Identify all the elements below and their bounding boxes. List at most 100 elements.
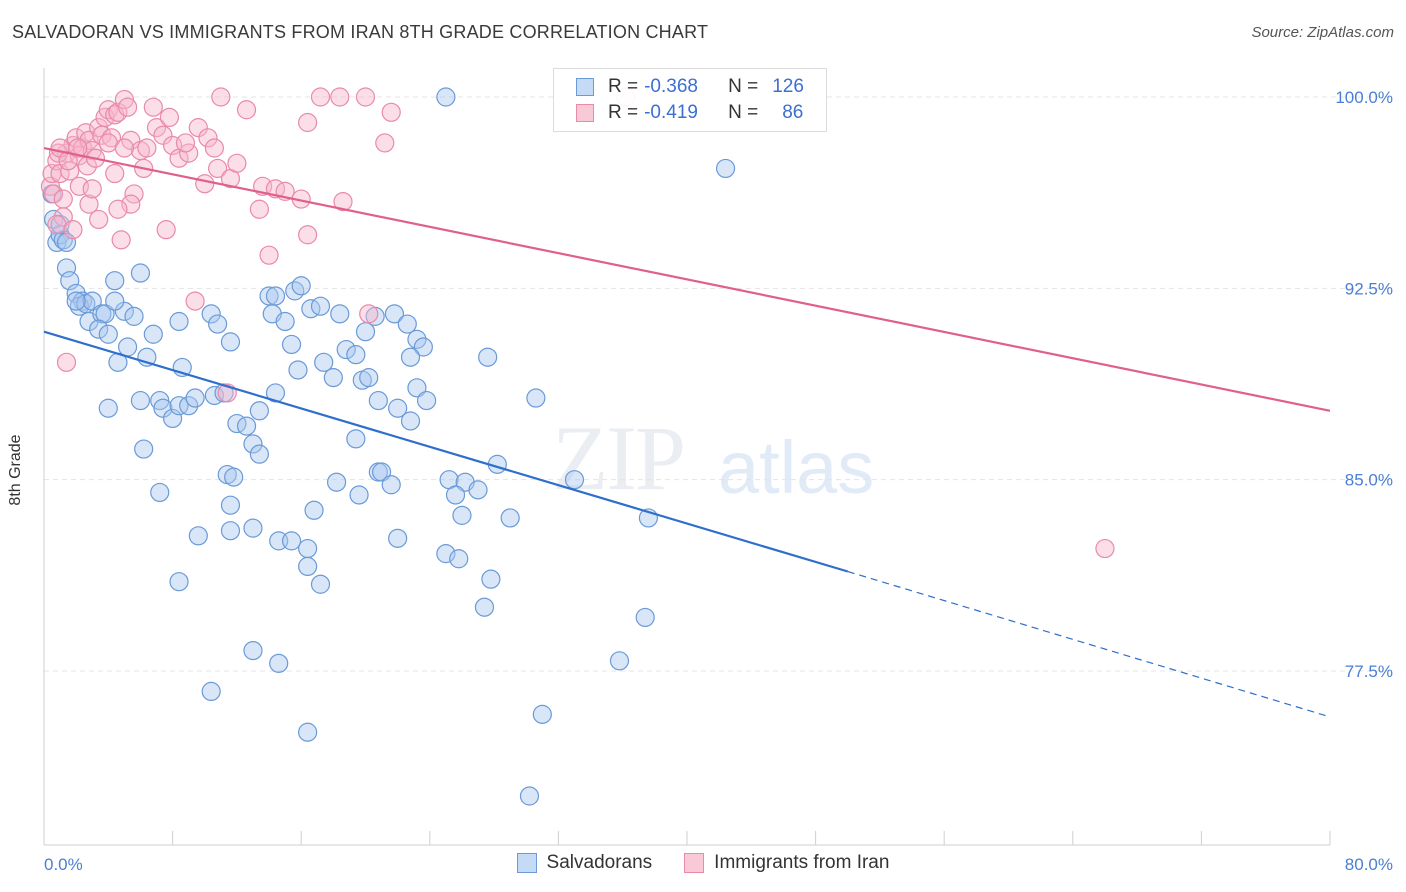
data-point-salvadorans — [188, 526, 208, 546]
data-point-iran — [53, 207, 73, 227]
data-point-salvadorans — [179, 396, 199, 416]
legend-r-value: -0.368 — [644, 76, 698, 97]
trend-line-salvadorans-extension — [847, 570, 1331, 718]
data-point-salvadorans — [56, 258, 77, 278]
data-point-salvadorans — [220, 521, 241, 541]
data-point-salvadorans — [281, 531, 302, 551]
legend-swatch-pink — [684, 853, 705, 873]
data-point-iran — [188, 118, 208, 138]
data-point-iran — [137, 138, 157, 158]
data-point-salvadorans — [474, 597, 495, 617]
data-point-salvadorans — [481, 569, 501, 589]
data-point-salvadorans — [519, 786, 540, 806]
legend-n-value: 86 — [782, 102, 804, 123]
tick-labels: 100.0% 92.5% 85.0% 77.5% 0.0% 80.0% — [44, 88, 1393, 874]
data-point-salvadorans — [349, 485, 369, 505]
data-point-iran — [146, 118, 167, 138]
data-point-iran — [79, 194, 99, 214]
data-point-salvadorans — [208, 314, 228, 334]
data-point-iran — [211, 87, 231, 107]
data-point-iran — [60, 161, 80, 181]
data-point-salvadorans — [355, 322, 376, 342]
data-point-salvadorans — [314, 352, 334, 372]
data-point-iran — [44, 184, 64, 204]
data-point-iran — [63, 220, 83, 240]
data-point-salvadorans — [400, 347, 421, 367]
data-point-iran — [58, 151, 78, 171]
x-tick-label: 80.0% — [1345, 855, 1393, 874]
data-point-iran — [195, 174, 215, 194]
data-point-salvadorans — [143, 324, 163, 344]
series-salvadorans-points — [42, 87, 736, 806]
data-point-salvadorans — [407, 329, 427, 349]
data-point-salvadorans — [468, 480, 488, 500]
data-point-iran — [108, 199, 128, 219]
data-point-salvadorans — [134, 439, 154, 459]
data-point-salvadorans — [265, 286, 286, 306]
data-point-salvadorans — [169, 396, 189, 416]
data-point-salvadorans — [249, 444, 270, 464]
legend-item-iran: Immigrants from Iran — [684, 852, 889, 874]
data-point-salvadorans — [323, 368, 343, 388]
grid-lines — [44, 96, 1392, 672]
data-point-salvadorans — [346, 345, 366, 365]
data-point-iran — [121, 130, 141, 150]
data-point-salvadorans — [105, 271, 125, 291]
data-point-salvadorans — [715, 158, 736, 179]
data-point-salvadorans — [130, 263, 151, 283]
data-point-salvadorans — [291, 276, 311, 296]
data-point-iran — [236, 100, 257, 120]
data-point-iran — [98, 133, 118, 153]
trend-line-iran — [43, 146, 1331, 412]
data-point-iran — [68, 138, 88, 158]
data-point-salvadorans — [478, 347, 498, 367]
data-point-salvadorans — [269, 653, 289, 673]
data-point-salvadorans — [445, 485, 466, 505]
data-point-salvadorans — [407, 378, 427, 398]
data-point-salvadorans — [201, 681, 221, 702]
data-point-iran — [249, 199, 270, 219]
data-point-iran — [117, 97, 138, 117]
data-point-salvadorans — [609, 651, 630, 671]
data-point-salvadorans — [346, 429, 366, 449]
data-point-salvadorans — [388, 528, 408, 548]
data-point-salvadorans — [336, 339, 356, 360]
data-point-salvadorans — [243, 434, 263, 454]
series-iran-points — [40, 87, 1115, 559]
legend-row-iran: R = -0.419 N = 86 — [554, 100, 803, 126]
series-legend: Salvadorans Immigrants from Iran — [0, 852, 1406, 874]
data-point-salvadorans — [416, 390, 437, 411]
data-point-salvadorans — [635, 607, 655, 628]
legend-item-salvadorans: Salvadorans — [516, 852, 652, 874]
data-point-salvadorans — [72, 291, 93, 311]
data-point-iran — [204, 138, 224, 158]
data-point-salvadorans — [388, 398, 408, 418]
data-point-salvadorans — [449, 549, 469, 569]
data-point-salvadorans — [98, 324, 118, 344]
data-point-salvadorans — [310, 574, 331, 594]
data-point-salvadorans — [436, 87, 456, 107]
x-tick-label: 0.0% — [44, 855, 83, 874]
data-point-salvadorans — [82, 291, 102, 311]
data-point-salvadorans — [117, 337, 138, 357]
legend-n-value: 126 — [772, 76, 804, 97]
data-point-salvadorans — [298, 722, 318, 742]
data-point-iran — [198, 128, 218, 148]
data-point-iran — [53, 189, 73, 209]
data-point-salvadorans — [359, 368, 379, 388]
data-point-salvadorans — [281, 334, 302, 355]
data-point-iran — [330, 87, 350, 107]
data-point-salvadorans — [265, 383, 286, 403]
data-point-salvadorans — [526, 388, 546, 408]
data-point-iran — [259, 245, 279, 265]
legend-swatch-blue — [516, 853, 537, 873]
data-point-iran — [101, 128, 122, 148]
data-point-salvadorans — [384, 304, 405, 324]
data-point-salvadorans — [249, 401, 270, 421]
data-point-iran — [1095, 538, 1115, 559]
legend-r-label: R = — [608, 102, 639, 123]
data-point-salvadorans — [381, 475, 401, 495]
data-point-iran — [355, 87, 376, 107]
data-point-salvadorans — [66, 291, 86, 311]
